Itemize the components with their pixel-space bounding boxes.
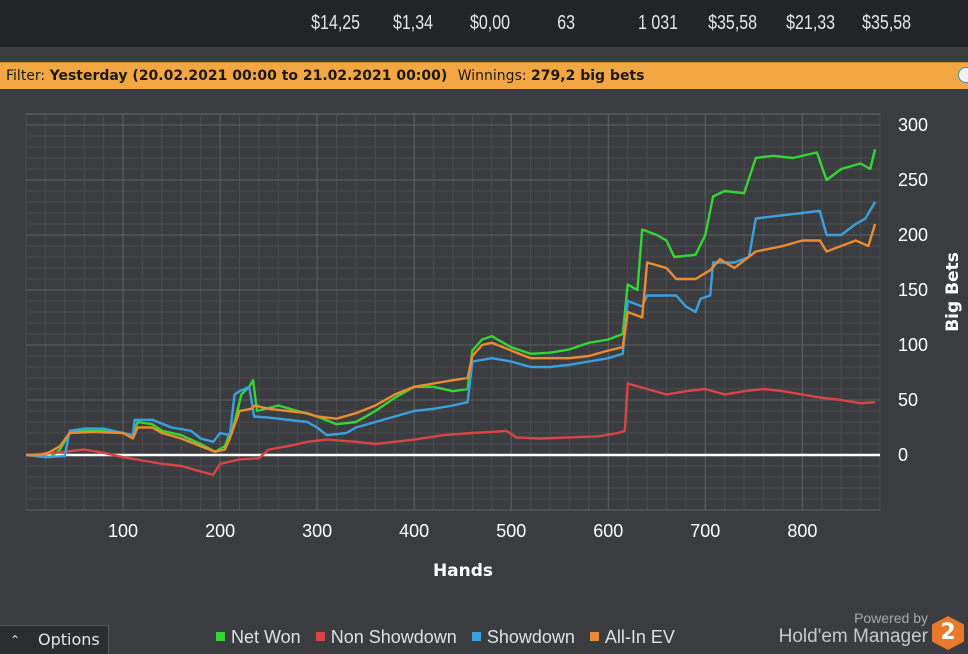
- chart-legend: Net Won Non Showdown Showdown All-In EV: [216, 627, 685, 648]
- stat-value: $1,34: [393, 12, 434, 34]
- y-tick-label: 0: [898, 445, 908, 465]
- stat-value: 63: [557, 12, 576, 34]
- stats-bar: $14,25 $1,34 $0,00 63 1 031 $35,58 $21,3…: [0, 0, 968, 47]
- stat-value: $14,25: [311, 12, 361, 34]
- legend-swatch: [216, 631, 225, 641]
- chart-area: 100 200 300 400 500 600 700 800 0 50 100 150 200 250 3…: [0, 89, 968, 653]
- x-tick-label: 500: [496, 521, 526, 541]
- legend-label: Showdown: [486, 627, 575, 647]
- legend-item-non-showdown[interactable]: Non Showdown: [315, 627, 457, 648]
- winnings-value: 279,2 big bets: [531, 68, 645, 84]
- filter-label: Filter:: [6, 68, 46, 84]
- x-tick-label: 100: [108, 521, 138, 541]
- legend-label: Net Won: [231, 627, 301, 647]
- winnings-label: Winnings:: [457, 68, 527, 84]
- legend-item-showdown[interactable]: Showdown: [471, 627, 575, 648]
- filter-bar: Filter: Yesterday (20.02.2021 00:00 to 2…: [0, 62, 968, 90]
- branding: Powered by Hold'em Manager: [779, 610, 928, 648]
- legend-swatch: [315, 631, 325, 641]
- x-tick-label: 300: [302, 521, 332, 541]
- hem2-logo-icon: 2: [932, 616, 964, 650]
- legend-label: All-In EV: [604, 627, 675, 647]
- legend-swatch: [471, 631, 481, 641]
- powered-by-text: Powered by: [854, 610, 928, 626]
- legend-item-net-won[interactable]: Net Won: [216, 627, 301, 648]
- y-tick-label: 50: [898, 390, 918, 410]
- options-button[interactable]: ⌃ Options: [0, 625, 109, 654]
- y-tick-label: 250: [898, 170, 928, 190]
- info-icon[interactable]: [958, 67, 968, 83]
- y-tick-label: 300: [898, 115, 928, 135]
- stat-value: $35,58: [708, 12, 758, 34]
- y-tick-label: 200: [898, 225, 928, 245]
- stat-value: $21,33: [786, 12, 836, 34]
- series-line-non-showdown: [25, 382, 876, 476]
- x-tick-label: 400: [399, 521, 429, 541]
- chevron-up-icon: ⌃: [10, 633, 21, 647]
- stat-value: $0,00: [470, 12, 511, 34]
- stat-value: 1 031: [638, 12, 679, 34]
- winnings-graph: 100 200 300 400 500 600 700 800 0 50 100 150 200 250 3…: [25, 113, 963, 581]
- legend-item-allin-ev[interactable]: All-In EV: [589, 627, 675, 648]
- x-axis-label: Hands: [433, 561, 493, 581]
- series-line-net-won: [26, 148, 877, 459]
- series-line-all-in-ev: [26, 223, 877, 457]
- x-tick-label: 800: [787, 521, 817, 541]
- y-axis-label: Big Bets: [943, 252, 963, 332]
- filter-value: Yesterday (20.02.2021 00:00 to 21.02.202…: [49, 68, 448, 84]
- series-line-showdown: [25, 201, 877, 459]
- brand-name: Hold'em Manager: [778, 626, 928, 647]
- stat-value: $35,58: [862, 12, 912, 34]
- options-label: Options: [38, 630, 100, 649]
- y-tick-label: 100: [898, 335, 928, 355]
- legend-label: Non Showdown: [330, 627, 457, 647]
- x-tick-label: 600: [593, 521, 623, 541]
- y-tick-label: 150: [898, 280, 928, 300]
- x-tick-label: 700: [690, 521, 720, 541]
- x-tick-label: 200: [205, 521, 235, 541]
- legend-swatch: [589, 631, 599, 641]
